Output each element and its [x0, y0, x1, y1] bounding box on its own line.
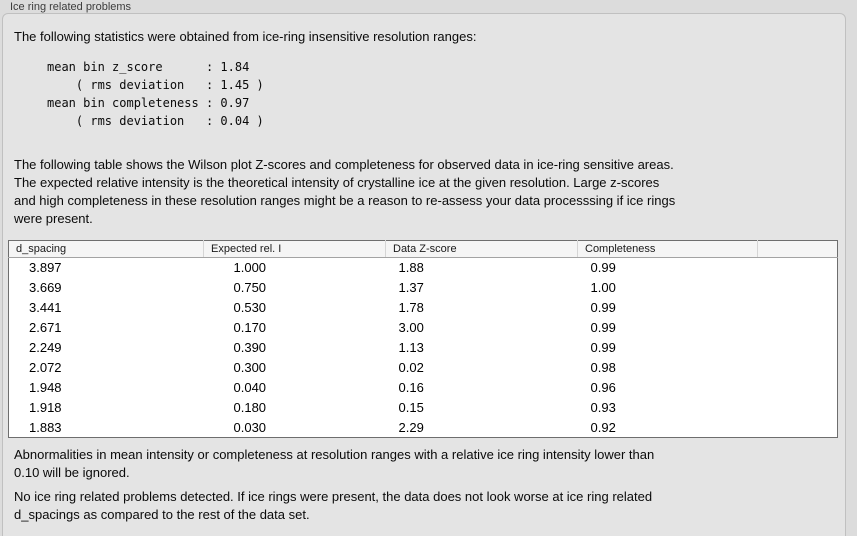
table-cell: [758, 258, 838, 278]
table-row[interactable]: 1.918 0.180 0.15 0.93: [9, 398, 838, 418]
table-header: d_spacing Expected rel. I Data Z-score C…: [8, 240, 838, 258]
ignore-note-text: Abnormalities in mean intensity or compl…: [14, 447, 655, 480]
table-row[interactable]: 3.441 0.530 1.78 0.99: [9, 298, 838, 318]
table-row[interactable]: 2.671 0.170 3.00 0.99: [9, 318, 838, 338]
table-row[interactable]: 2.072 0.300 0.02 0.98: [9, 358, 838, 378]
table-cell: 1.78: [398, 300, 424, 315]
table-cell: 2.29: [398, 419, 424, 435]
table-cell: 0.750: [233, 280, 267, 295]
table-cell: 1.918: [29, 400, 62, 415]
table-cell: [758, 318, 838, 338]
table-cell: 0.030: [233, 419, 267, 435]
statistics-block: mean bin z_score : 1.84 ( rms deviation …: [47, 60, 264, 128]
table-cell: [758, 278, 838, 298]
table-body: 3.897 1.000 1.88 0.99 3.669 0.750 1.37 1.00 3.44…: [9, 258, 838, 438]
table-cell: 0.93: [590, 400, 616, 415]
table-cell: 0.99: [590, 340, 616, 355]
column-header-empty[interactable]: [757, 240, 838, 258]
table-cell: 3.669: [29, 280, 62, 295]
table-cell: 0.390: [233, 340, 267, 355]
column-header-data-z-score[interactable]: Data Z-score: [385, 240, 578, 258]
table-row[interactable]: 3.669 0.750 1.37 1.00: [9, 278, 838, 298]
table-cell: 0.99: [590, 300, 616, 315]
table-cell: 1.37: [398, 280, 424, 295]
table-cell: 2.072: [29, 360, 62, 375]
column-header-completeness[interactable]: Completeness: [577, 240, 758, 258]
table-cell: 3.897: [29, 260, 62, 276]
ice-ring-table: d_spacing Expected rel. I Data Z-score C…: [8, 240, 838, 438]
table-cell: 0.300: [233, 360, 267, 375]
table-cell: 0.040: [233, 380, 267, 395]
table-cell: 0.98: [590, 360, 616, 375]
table-row[interactable]: 2.249 0.390 1.13 0.99: [9, 338, 838, 358]
table-cell: 0.92: [590, 419, 616, 435]
table-cell: 0.530: [233, 300, 267, 315]
table-cell: 0.96: [590, 380, 616, 395]
table-cell: [758, 398, 838, 418]
table-cell: 1.88: [398, 260, 424, 276]
table-row[interactable]: 1.948 0.040 0.16 0.96: [9, 378, 838, 398]
table-row[interactable]: 1.883 0.030 2.29 0.92: [9, 418, 838, 438]
table-cell: 0.99: [590, 320, 616, 335]
table-cell: 1.13: [398, 340, 424, 355]
conclusion-text: No ice ring related problems detected. I…: [14, 489, 653, 522]
table-cell: 0.15: [398, 400, 424, 415]
table-cell: [758, 298, 838, 318]
column-header-expected-rel-i[interactable]: Expected rel. I: [203, 240, 386, 258]
table-cell: 1.000: [233, 260, 267, 276]
table-cell: 3.441: [29, 300, 62, 315]
table-cell: 3.00: [398, 320, 424, 335]
table-cell: [758, 338, 838, 358]
panel-title: Ice ring related problems: [10, 1, 132, 13]
table-cell: [758, 418, 838, 438]
table-cell: 1.00: [590, 280, 616, 295]
column-header-d-spacing[interactable]: d_spacing: [8, 240, 204, 258]
table-cell: 0.02: [398, 360, 424, 375]
table-cell: 0.170: [233, 320, 267, 335]
table-cell: 2.671: [29, 320, 62, 335]
table-cell: 0.180: [233, 400, 267, 415]
intro-text: The following statistics were obtained f…: [14, 29, 477, 44]
table-cell: 0.16: [398, 380, 424, 395]
table-row[interactable]: 3.897 1.000 1.88 0.99: [9, 258, 838, 278]
table-description-text: The following table shows the Wilson plo…: [14, 157, 676, 226]
table-cell: 1.883: [29, 419, 62, 435]
table-cell: 2.249: [29, 340, 62, 355]
table-cell: 0.99: [590, 260, 616, 276]
table-cell: [758, 378, 838, 398]
table-cell: [758, 358, 838, 378]
table-cell: 1.948: [29, 380, 62, 395]
